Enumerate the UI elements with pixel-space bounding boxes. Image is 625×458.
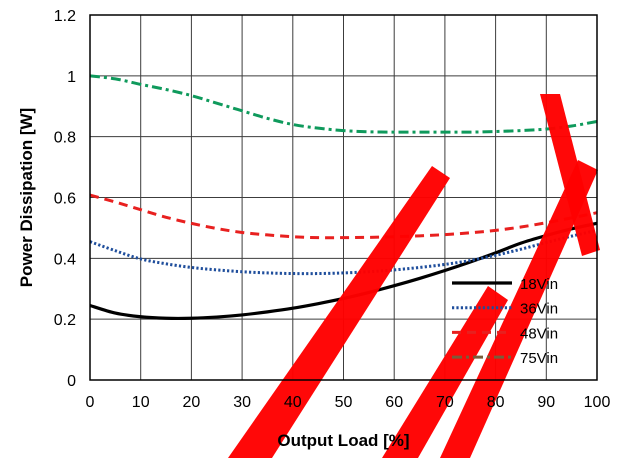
x-tick-label: 100 — [584, 394, 611, 411]
legend-label-18vin: 18Vin — [520, 276, 558, 293]
x-tick-label: 0 — [86, 394, 95, 411]
x-tick-label: 10 — [132, 394, 150, 411]
watermark-stroke-4 — [540, 94, 600, 256]
legend: 18Vin 36Vin 48Vin 75Vin — [452, 276, 558, 367]
legend-label-75vin: 75Vin — [520, 350, 558, 367]
series-line-36vin — [89, 228, 598, 276]
series-line-48vin — [89, 193, 598, 240]
legend-label-48vin: 48Vin — [520, 325, 558, 342]
watermark-stroke-1 — [228, 166, 450, 458]
series-line-75vin — [89, 74, 598, 134]
y-tick-label: 0.2 — [54, 312, 76, 329]
legend-label-36vin: 36Vin — [520, 301, 558, 318]
x-tick-label: 50 — [335, 394, 353, 411]
x-tick-label: 60 — [385, 394, 403, 411]
watermark-stroke-3 — [440, 160, 598, 458]
x-axis-title: Output Load [%] — [277, 431, 409, 450]
watermark — [228, 94, 600, 458]
x-tick-label: 90 — [537, 394, 555, 411]
watermark-stroke-2 — [382, 286, 508, 458]
y-tick-label: 0.6 — [54, 191, 76, 208]
x-tick-label: 20 — [183, 394, 201, 411]
x-tick-label: 70 — [436, 394, 454, 411]
y-axis-title: Power Dissipation [W] — [17, 108, 36, 287]
y-tick-label: 0.8 — [54, 130, 76, 147]
x-tick-label: 30 — [233, 394, 251, 411]
y-tick-label: 1 — [67, 69, 76, 86]
axes-labels: 0 10 20 30 40 50 60 70 80 90 100 0 0.2 0.4 0.6 0.8 1 1.2 O… — [17, 8, 610, 450]
y-tick-label: 1.2 — [54, 8, 76, 25]
plot-border — [89, 14, 598, 381]
x-tick-label: 80 — [487, 394, 505, 411]
y-tick-label: 0 — [67, 373, 76, 390]
x-tick-label: 40 — [284, 394, 302, 411]
y-tick-label: 0.4 — [54, 251, 76, 268]
plot-frame — [89, 14, 598, 381]
